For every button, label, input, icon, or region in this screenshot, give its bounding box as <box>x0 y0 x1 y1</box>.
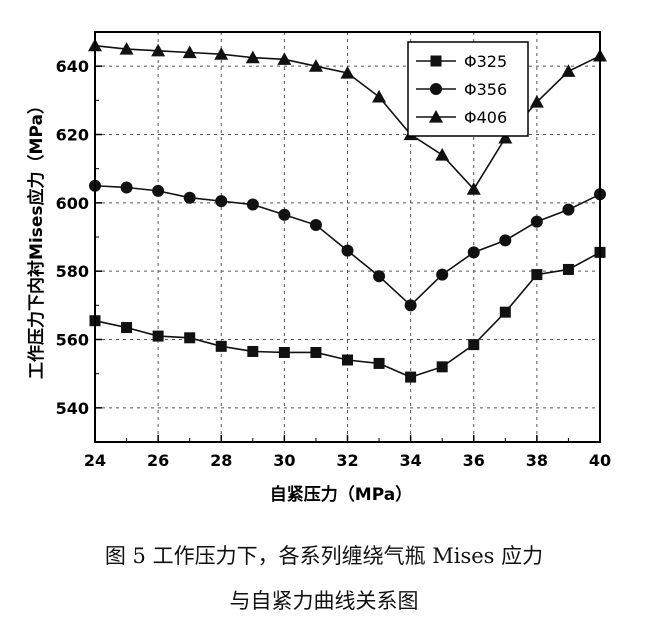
figure-caption-line-2: 与自紧力曲线关系图 <box>229 589 419 613</box>
data-point <box>466 182 481 195</box>
data-point <box>498 130 513 144</box>
data-point <box>309 219 322 232</box>
data-point <box>152 184 165 197</box>
data-point <box>405 371 417 383</box>
data-point <box>404 299 417 312</box>
data-point <box>310 346 322 358</box>
legend: Φ325 Φ356 Φ406 <box>407 41 529 137</box>
data-point <box>246 198 259 211</box>
data-point <box>468 339 480 351</box>
y-tick-label: 600 <box>56 194 89 213</box>
data-point <box>119 42 134 55</box>
series-circle <box>89 179 606 312</box>
data-point <box>372 89 387 103</box>
data-point <box>151 43 166 57</box>
data-point <box>247 345 259 357</box>
ticks: 24 26 28 30 32 34 36 38 40 540 560 580 600 620 640 <box>56 57 612 470</box>
data-point <box>152 330 164 342</box>
series-square <box>89 246 606 383</box>
y-tick-label: 540 <box>56 399 89 418</box>
chart: 24 26 28 30 32 34 36 38 40 540 560 580 600 620 640 Φ32… <box>26 31 612 505</box>
legend-marker <box>429 110 443 123</box>
x-tick-label: 24 <box>84 451 106 470</box>
data-point <box>277 52 292 65</box>
data-point <box>467 246 480 259</box>
data-point <box>436 268 449 281</box>
data-point <box>499 234 512 247</box>
y-tick-label: 620 <box>56 126 89 145</box>
legend-marker <box>430 83 442 95</box>
x-tick-label: 38 <box>526 451 548 470</box>
legend-marker <box>430 55 442 67</box>
x-tick-label: 34 <box>399 451 421 470</box>
data-point <box>278 346 290 358</box>
data-point <box>308 59 323 72</box>
data-point <box>499 306 511 318</box>
data-point <box>341 244 354 257</box>
data-point <box>562 263 574 275</box>
y-tick-label: 560 <box>56 331 89 350</box>
data-point <box>342 354 353 366</box>
legend-label: Φ356 <box>464 80 507 99</box>
x-tick-label: 28 <box>210 451 232 470</box>
data-point <box>184 332 196 344</box>
data-point <box>530 215 543 228</box>
data-point <box>183 191 196 204</box>
data-point <box>245 50 260 64</box>
x-tick-label: 36 <box>463 451 485 470</box>
series-layer <box>88 38 607 383</box>
x-tick-label: 30 <box>273 451 295 470</box>
data-point <box>121 322 133 334</box>
legend-label: Φ406 <box>464 108 507 127</box>
data-point <box>182 45 197 59</box>
y-axis-title: 工作压力下内衬Mises应力（MPa） <box>26 97 47 379</box>
data-point <box>215 195 228 208</box>
data-point <box>531 269 543 281</box>
data-point <box>373 357 385 369</box>
grid <box>95 32 600 442</box>
data-point <box>215 340 227 352</box>
data-point <box>562 203 575 216</box>
x-tick-label: 40 <box>589 451 611 470</box>
x-axis-title: 自紧压力（MPa） <box>270 484 412 505</box>
x-tick-label: 32 <box>336 451 358 470</box>
legend-label: Φ325 <box>464 52 507 71</box>
y-tick-label: 640 <box>56 57 89 76</box>
data-point <box>435 148 450 161</box>
x-tick-label: 26 <box>147 451 169 470</box>
data-point <box>214 47 229 60</box>
data-point <box>373 270 386 283</box>
data-point <box>340 66 355 79</box>
data-point <box>561 64 576 77</box>
data-point <box>120 181 133 194</box>
data-point <box>436 361 448 373</box>
data-point <box>529 95 544 108</box>
y-tick-label: 580 <box>56 262 89 281</box>
figure-caption-line-1: 图 5 工作压力下，各系列缠绕气瓶 Mises 应力 <box>104 544 544 568</box>
data-point <box>278 208 291 221</box>
